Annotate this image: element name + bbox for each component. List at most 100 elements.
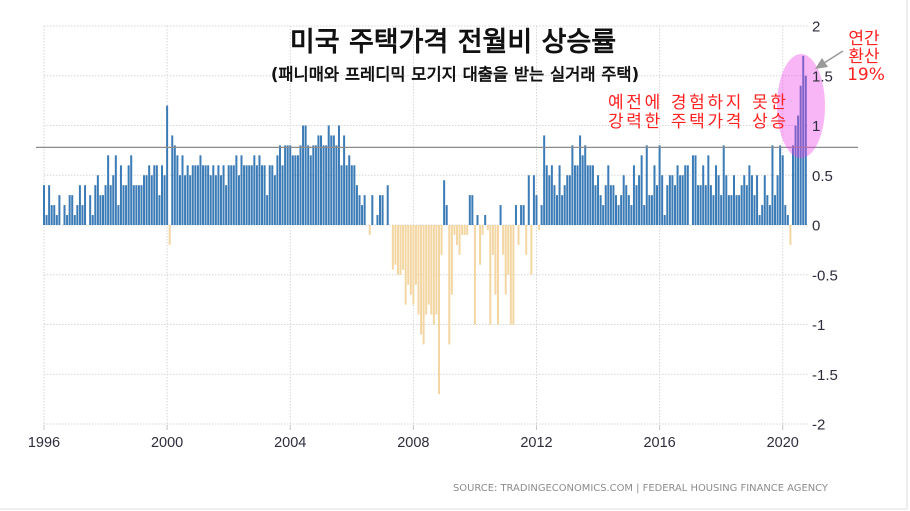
bar-positive	[281, 165, 284, 225]
bar-positive	[235, 155, 238, 225]
bar-positive	[722, 145, 725, 225]
bar-positive	[573, 165, 576, 225]
bar-positive	[720, 195, 723, 225]
bar-positive	[743, 175, 746, 225]
y-axis-labels: 2 1.5 1 0.5 0 -0.5 -1 -1.5 -2	[812, 19, 838, 434]
bar-positive	[558, 165, 561, 225]
bar-positive	[540, 205, 543, 225]
bar-positive	[291, 155, 294, 225]
bar-positive	[261, 165, 264, 225]
bar-positive	[676, 165, 679, 225]
bar-positive	[81, 205, 84, 225]
bar-positive	[627, 195, 630, 225]
bar-negative	[391, 225, 394, 270]
bar-positive	[340, 165, 343, 225]
bar-positive	[58, 195, 61, 225]
bar-positive	[704, 185, 707, 225]
bar-positive	[63, 205, 66, 225]
bar-negative	[517, 225, 520, 245]
bar-positive	[556, 195, 558, 225]
bar-negative	[438, 225, 441, 395]
bar-positive	[553, 185, 556, 225]
bar-positive	[750, 175, 753, 225]
bar-positive	[673, 185, 676, 225]
bar-positive	[468, 195, 471, 225]
bar-negative	[409, 225, 412, 295]
bar-positive	[371, 195, 374, 225]
bar-positive	[650, 195, 653, 225]
bar-positive	[581, 155, 584, 225]
bar-negative	[450, 225, 453, 295]
y-tick-label: 2	[812, 19, 820, 36]
bar-positive	[499, 205, 502, 225]
bar-positive	[214, 175, 217, 225]
bar-negative	[448, 225, 451, 345]
bar-positive	[312, 145, 315, 225]
bar-positive	[761, 205, 764, 225]
bar-positive	[702, 165, 705, 225]
bar-positive	[268, 165, 271, 225]
annotation-annual-value: 19%	[847, 65, 885, 85]
bar-positive	[771, 145, 774, 225]
bar-positive	[476, 215, 479, 225]
bar-positive	[286, 145, 289, 225]
bar-positive	[717, 175, 720, 225]
bar-positive	[604, 185, 607, 225]
bar-positive	[607, 165, 610, 225]
bar-positive	[186, 165, 189, 225]
bar-positive	[753, 195, 756, 225]
bar-positive	[240, 155, 243, 225]
bar-positive	[153, 165, 156, 225]
bar-positive	[671, 175, 674, 225]
bar-positive	[204, 165, 207, 225]
x-tick-label: 2020	[767, 435, 799, 451]
chart-subtitle: (패니매와 프레디믹 모기지 대출을 받는 실거래 주택)	[271, 65, 639, 84]
bar-positive	[155, 165, 158, 225]
y-tick-label: 1.5	[812, 68, 833, 85]
x-tick-label: 1996	[28, 435, 60, 451]
bar-negative	[491, 225, 494, 255]
bar-positive	[253, 155, 256, 225]
x-tick-label: 2008	[397, 435, 429, 451]
bar-positive	[99, 195, 102, 225]
bar-positive	[471, 195, 474, 225]
bar-negative	[432, 225, 435, 325]
bar-positive	[343, 135, 346, 225]
bar-positive	[140, 185, 143, 225]
bar-positive	[514, 205, 517, 225]
bar-positive	[666, 185, 669, 225]
x-axis-labels: 1996 2000 2004 2008 2012 2016 2020	[28, 435, 799, 451]
bar-positive	[263, 165, 266, 225]
bar-negative	[789, 225, 792, 245]
bar-positive	[597, 175, 600, 225]
bar-positive	[55, 215, 58, 225]
bar-negative	[504, 225, 507, 295]
bar-positive	[327, 125, 330, 225]
bar-positive	[691, 155, 694, 225]
bar-positive	[779, 145, 782, 225]
bar-series	[43, 55, 807, 395]
bar-positive	[632, 165, 635, 225]
bar-positive	[114, 155, 117, 225]
bar-positive	[271, 165, 274, 225]
bar-negative	[440, 225, 443, 255]
bar-positive	[227, 165, 230, 225]
bar-positive	[774, 195, 777, 225]
bar-positive	[207, 165, 210, 225]
bar-positive	[289, 145, 292, 225]
bar-positive	[122, 185, 125, 225]
bar-positive	[532, 175, 535, 225]
bar-positive	[125, 185, 128, 225]
bar-positive	[756, 175, 759, 225]
bar-positive	[76, 205, 79, 225]
arrow-shaft	[823, 50, 844, 64]
bar-negative	[461, 225, 464, 235]
y-tick-label: -2	[812, 417, 825, 434]
bar-negative	[507, 225, 510, 275]
bar-positive	[589, 165, 592, 225]
bar-positive	[802, 55, 805, 225]
bar-positive	[594, 185, 597, 225]
bar-positive	[43, 185, 45, 225]
bar-negative	[453, 225, 456, 235]
